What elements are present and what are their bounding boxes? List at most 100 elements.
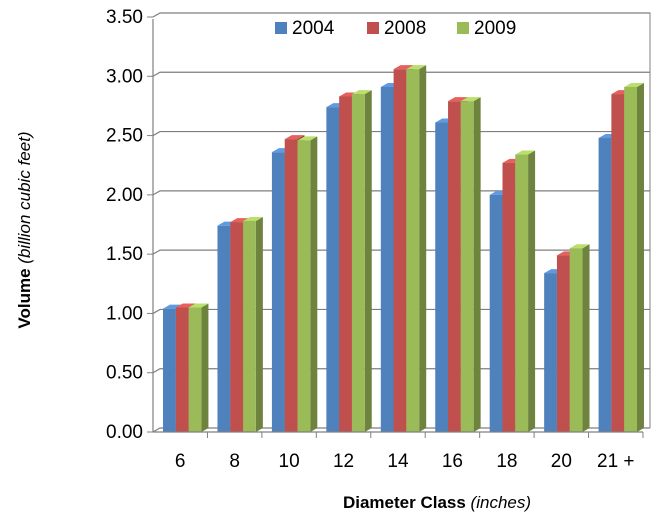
gridline	[152, 190, 650, 196]
bar-front	[217, 225, 231, 432]
bar-top	[297, 136, 318, 141]
bar-front	[243, 220, 256, 432]
bar-front	[435, 122, 449, 433]
axes	[147, 16, 644, 438]
bar-front	[230, 222, 244, 432]
bar-front	[271, 152, 285, 432]
legend-label: 2004	[292, 18, 335, 39]
x-tick-label: 6	[175, 451, 186, 472]
bar	[297, 136, 318, 433]
bar-front	[598, 137, 612, 432]
bar-front	[393, 69, 407, 433]
gridline	[152, 308, 650, 314]
y-tick-label: 1.50	[106, 244, 143, 265]
legend-label: 2008	[384, 18, 426, 39]
bars	[163, 65, 644, 433]
bar-top	[188, 303, 209, 308]
legend-item: 2008	[367, 18, 426, 39]
x-tick-label: 10	[279, 451, 300, 472]
legend-swatch	[275, 22, 287, 34]
bar-front	[556, 255, 570, 432]
bar-top	[448, 97, 468, 102]
bar-side	[255, 216, 263, 432]
bar-top	[163, 304, 183, 309]
bar-front	[502, 162, 516, 433]
bar-top	[243, 216, 263, 221]
bar-side	[201, 303, 209, 432]
bar-top	[351, 90, 372, 95]
bar-top	[569, 244, 590, 249]
x-tick-label: 16	[442, 451, 463, 472]
y-tick-labels: 0.00 0.50 1.00 1.50 2.00 2.50 3.00 3.50	[106, 7, 143, 443]
y-tick-label: 0.00	[106, 422, 143, 443]
bar-top	[460, 97, 481, 102]
x-tick-labels: 6 8 10 12 14 16 18 20 21 +	[175, 451, 635, 472]
legend-swatch	[367, 22, 379, 34]
bar-side	[582, 244, 590, 432]
bar-top	[393, 65, 414, 70]
bar-front	[351, 94, 365, 433]
y-tick-label: 3.00	[106, 66, 143, 87]
bar-front	[297, 140, 311, 433]
gridline	[152, 130, 650, 137]
x-tick-label: 14	[387, 451, 409, 472]
bar	[460, 97, 481, 432]
legend: 2004 2008 2009	[275, 18, 516, 39]
bar-side	[473, 97, 481, 432]
bar-side	[419, 65, 427, 433]
y-tick-label: 1.00	[106, 303, 143, 324]
bar-front	[188, 307, 202, 432]
gridline	[152, 368, 650, 374]
bar	[351, 90, 372, 433]
bar	[243, 216, 263, 432]
bar	[515, 150, 536, 433]
y-axis-title-main: Volume	[15, 268, 34, 328]
y-tick-label: 0.50	[106, 363, 143, 384]
bar-top	[175, 303, 196, 308]
x-tick-label: 8	[229, 451, 240, 472]
gridline	[152, 71, 650, 77]
bar-front	[284, 139, 298, 432]
y-axis-title: Volume (billion cubic feet)	[15, 131, 34, 328]
bar	[188, 303, 209, 432]
bar-front	[569, 248, 583, 432]
x-axis-title-unit: (inches)	[471, 493, 531, 512]
y-tick-label: 2.00	[106, 185, 143, 206]
gridlines	[152, 12, 651, 433]
legend-item: 2004	[275, 18, 335, 39]
legend-swatch	[457, 22, 469, 34]
bar-top	[406, 65, 427, 70]
bar-front	[448, 101, 461, 432]
x-tick-label: 21 +	[597, 451, 635, 472]
gridline	[152, 427, 650, 433]
bar	[406, 65, 427, 433]
gridline	[152, 249, 650, 255]
bar-front	[624, 86, 637, 432]
bar-side	[636, 82, 644, 432]
bar-side	[364, 90, 372, 433]
bar-top	[230, 218, 251, 223]
bar-side	[310, 136, 318, 433]
legend-label: 2009	[474, 18, 516, 39]
bar-front	[339, 96, 352, 432]
bar-front	[326, 107, 340, 432]
bar-front	[175, 307, 189, 432]
x-axis-title: Diameter Class (inches)	[343, 493, 531, 512]
bar-front	[460, 101, 474, 432]
bar-side	[528, 150, 536, 433]
gridline	[152, 12, 650, 18]
bar-front	[515, 154, 529, 433]
x-tick-label: 12	[333, 451, 354, 472]
x-tick-label: 18	[496, 451, 517, 472]
bar-front	[489, 194, 503, 432]
bar-front	[380, 86, 394, 432]
bar-top	[284, 135, 305, 140]
x-tick-label: 20	[551, 451, 572, 472]
bar-top	[624, 82, 644, 87]
bar-front	[406, 69, 420, 433]
y-tick-label: 3.50	[106, 7, 143, 28]
x-axis-title-main: Diameter Class	[343, 493, 466, 512]
bar-front	[163, 308, 176, 432]
bar-front	[544, 273, 557, 432]
